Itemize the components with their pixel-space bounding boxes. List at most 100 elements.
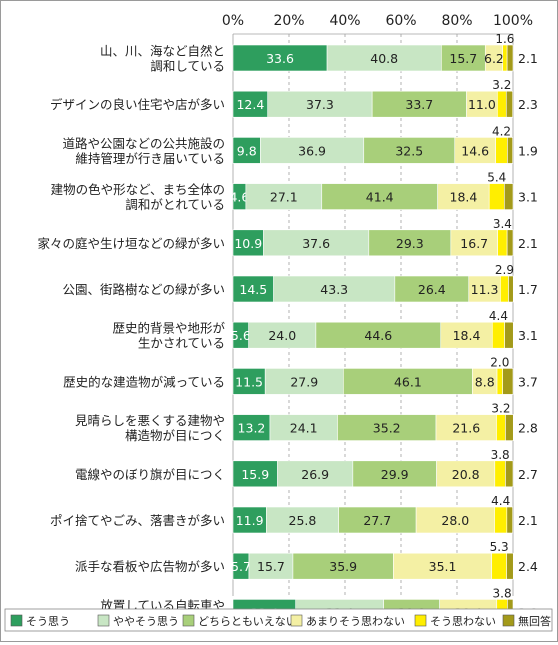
bar-segment (232, 414, 271, 441)
x-tick-label: 20% (273, 13, 304, 29)
data-label: 32.5 (395, 143, 423, 158)
bar-segment (393, 552, 493, 580)
bar-segment (436, 460, 496, 488)
bar-segment (352, 460, 437, 488)
bar-segment (494, 506, 508, 534)
data-label-right: 3.7 (518, 374, 538, 389)
data-label: 40.8 (370, 51, 398, 66)
data-label: 6.2 (484, 51, 504, 66)
data-label: 5.6 (231, 328, 251, 343)
x-tick-label: 40% (329, 13, 360, 29)
bar-segment (491, 552, 507, 580)
legend-swatch (290, 614, 303, 627)
category-label: 道路や公園などの公共施設の (62, 136, 225, 151)
data-label-right: 2.3 (518, 97, 538, 112)
bar-segment (326, 44, 442, 72)
bar-segment (232, 506, 267, 534)
data-label: 15.7 (449, 51, 477, 66)
data-label: 44.6 (364, 328, 392, 343)
category-label: 家々の庭や生け垣などの緑が多い (37, 236, 225, 251)
data-label-right: 1.9 (518, 143, 538, 158)
bar-segment (472, 368, 498, 395)
category-label: 電線やのぼり旗が目につく (75, 467, 225, 482)
data-label: 13.2 (238, 421, 266, 436)
data-label-above: 3.4 (493, 217, 512, 231)
data-label: 20.8 (452, 467, 480, 482)
category-label: 歴史的な建造物が減っている (63, 374, 225, 389)
data-label-right: 2.1 (518, 51, 538, 66)
legend-label: そう思う (26, 615, 70, 628)
category-label: 生かされている (138, 336, 225, 351)
bar-segment (277, 460, 354, 488)
bar-segment (292, 552, 394, 580)
bar-segment (454, 137, 496, 164)
bar-segment (245, 183, 323, 210)
bar-segment (264, 368, 344, 395)
x-tick-label: 80% (441, 13, 472, 29)
bar-segment (343, 368, 473, 395)
data-label: 27.9 (290, 374, 318, 389)
legend-label: あまりそう思わない (306, 615, 405, 628)
data-label: 29.9 (381, 467, 409, 482)
bar-segment (496, 368, 503, 395)
data-label: 21.6 (452, 421, 480, 436)
data-label: 25.8 (289, 513, 317, 528)
data-label-above: 3.2 (492, 78, 511, 92)
data-label: 36.9 (298, 143, 326, 158)
legend-swatch (414, 614, 427, 627)
category-label: 見晴らしを悪くする建物や (75, 413, 225, 428)
category-label: 調和がとれている (125, 197, 225, 212)
bar-segment (363, 137, 456, 164)
data-label-above: 3.2 (491, 402, 510, 416)
data-label: 24.1 (290, 421, 318, 436)
data-label: 11.3 (471, 282, 499, 297)
bar-segment (468, 275, 501, 303)
bar-segment (505, 414, 514, 441)
legend-swatch (10, 614, 23, 627)
legend-label: どちらともいえない (198, 615, 297, 628)
bar-segment (450, 229, 498, 257)
x-tick-label: 0% (222, 13, 244, 29)
data-label: 35.1 (429, 559, 457, 574)
bar-segment (506, 552, 514, 580)
data-label-above: 1.6 (495, 32, 514, 46)
data-label: 33.7 (405, 97, 433, 112)
data-label: 4.6 (229, 190, 249, 205)
data-label: 11.5 (235, 374, 263, 389)
data-label: 27.1 (270, 190, 298, 205)
data-label: 18.4 (450, 190, 478, 205)
data-label: 14.5 (239, 282, 267, 297)
x-tick-label: 100% (493, 13, 533, 29)
data-label-right: 2.1 (518, 236, 538, 251)
category-label: デザインの良い住宅や店が多い (50, 97, 225, 112)
bar-segment (267, 90, 373, 118)
data-label-right: 2.1 (518, 513, 538, 528)
data-label: 5.7 (231, 559, 251, 574)
bar-segment (232, 90, 269, 118)
bar-segment (500, 275, 509, 303)
data-label-above: 2.0 (490, 355, 509, 369)
data-label: 9.8 (237, 143, 257, 158)
bar-segment (260, 137, 365, 164)
data-label: 14.6 (461, 143, 489, 158)
category-label: 歴史的背景や地形が (112, 321, 225, 336)
data-label-right: 3.1 (518, 190, 538, 205)
bar-segment (248, 321, 317, 349)
bar-segment (506, 506, 514, 534)
bar-segment (506, 44, 514, 72)
data-label: 41.4 (366, 190, 394, 205)
category-label: 派手な看板や広告物が多い (75, 559, 225, 574)
data-label: 33.6 (266, 51, 294, 66)
bar-segment (273, 275, 396, 303)
data-label: 35.2 (373, 421, 401, 436)
data-label: 24.0 (268, 328, 296, 343)
data-label-right: 1.7 (518, 282, 538, 297)
legend-swatch (502, 614, 515, 627)
data-label: 37.6 (302, 236, 330, 251)
data-label-above: 5.4 (487, 171, 506, 185)
data-label: 27.7 (363, 513, 391, 528)
data-label-above: 4.4 (491, 494, 510, 508)
category-label: ポイ捨てやごみ、落書きが多い (50, 513, 225, 528)
